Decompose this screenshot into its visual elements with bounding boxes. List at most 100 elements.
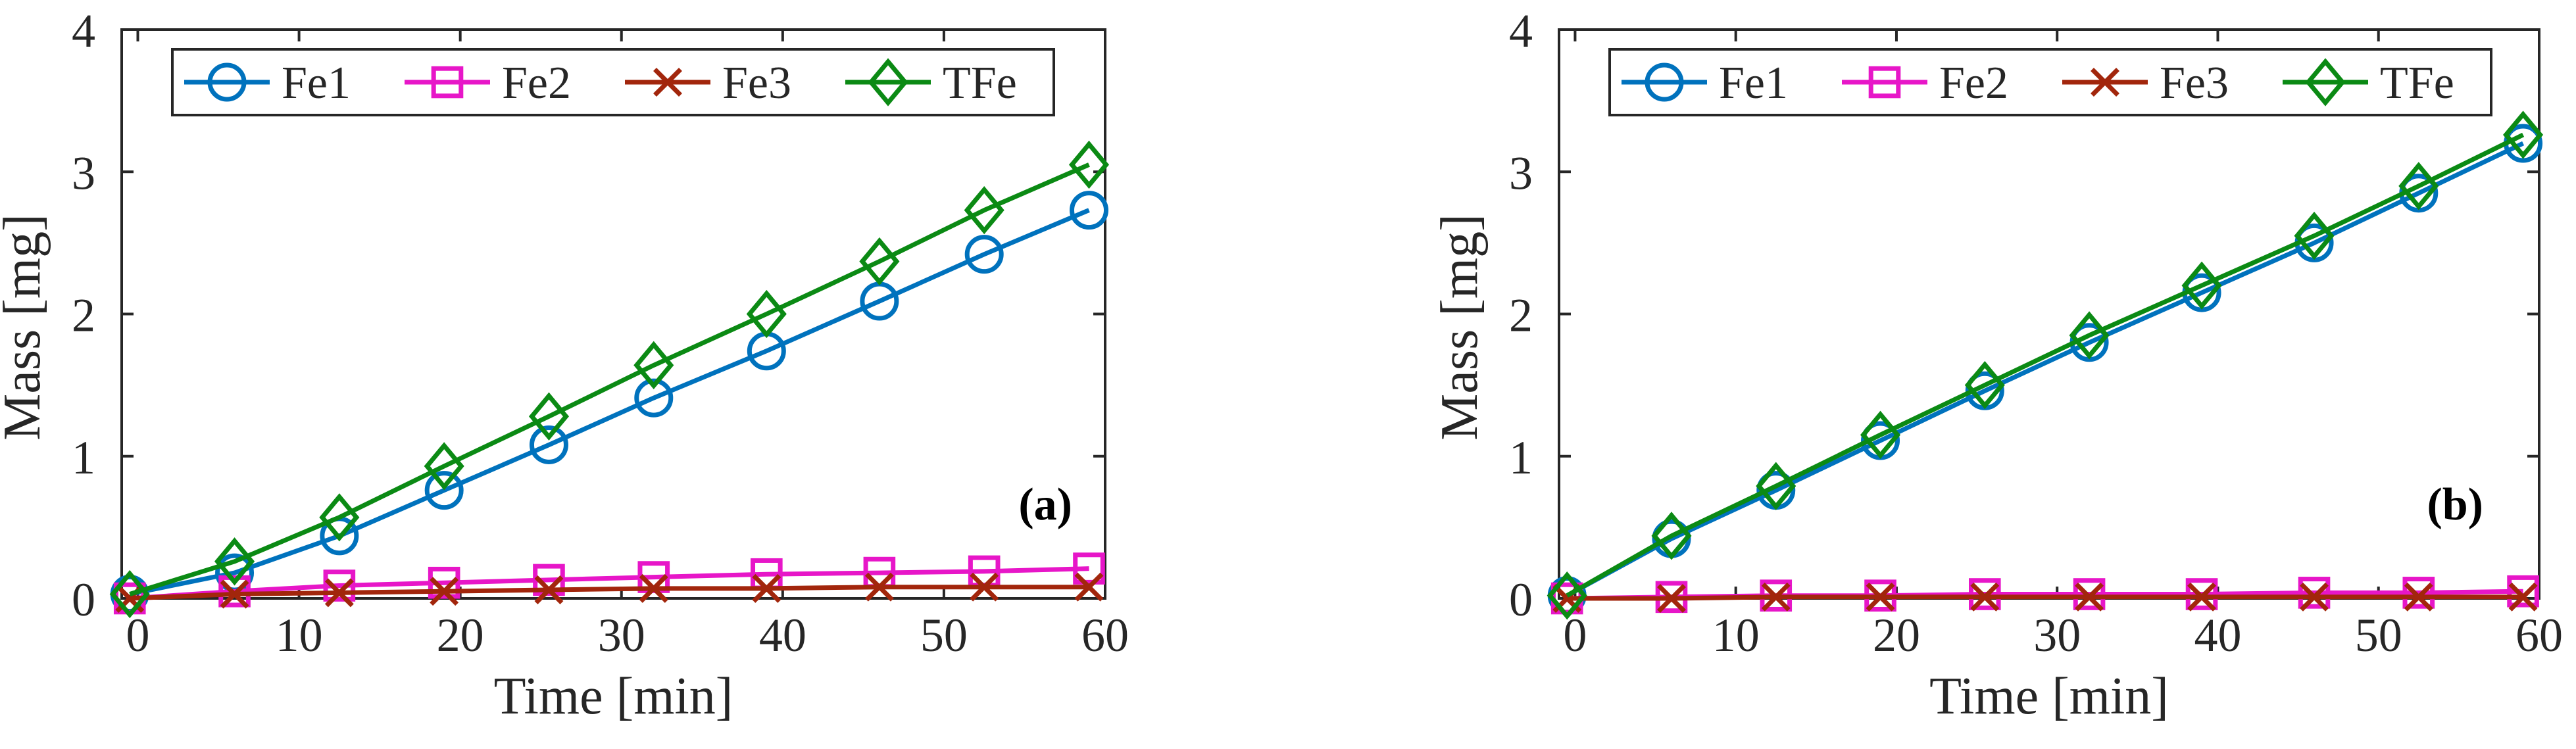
series-fe1 bbox=[1547, 124, 2543, 616]
data-point-fe3 bbox=[639, 573, 668, 603]
x-axis-label: Time [min] bbox=[494, 667, 733, 725]
series-line-fe2 bbox=[130, 566, 1089, 601]
series-fe3 bbox=[1552, 582, 2538, 613]
legend-marker bbox=[653, 68, 682, 97]
plot-frame bbox=[1558, 28, 2540, 600]
data-point-tfe bbox=[1860, 410, 1901, 459]
y-tick-label: 3 bbox=[72, 147, 95, 199]
x-tick-label: 20 bbox=[1873, 609, 1920, 662]
data-point-tfe bbox=[1068, 140, 1110, 189]
data-point-tfe bbox=[746, 289, 787, 339]
y-tick-label: 1 bbox=[1509, 431, 1533, 484]
data-point-fe3 bbox=[2404, 582, 2433, 612]
data-point-tfe bbox=[859, 237, 900, 286]
data-point-fe2 bbox=[2402, 577, 2435, 609]
series-line-tfe bbox=[129, 162, 1090, 596]
series-line-fe1 bbox=[1566, 141, 2525, 598]
legend-label: Fe3 bbox=[722, 58, 791, 109]
data-point-tfe bbox=[1547, 571, 1587, 620]
data-point-fe2 bbox=[1968, 578, 2001, 610]
legend-marker bbox=[1868, 66, 1901, 99]
data-point-fe3 bbox=[2508, 582, 2538, 612]
y-tick-label: 4 bbox=[1509, 5, 1533, 57]
data-point-fe2 bbox=[533, 564, 565, 596]
data-point-tfe bbox=[528, 392, 570, 441]
data-point-fe1 bbox=[424, 471, 464, 510]
data-point-fe3 bbox=[2187, 582, 2217, 612]
data-point-tfe bbox=[2181, 261, 2222, 310]
x-tick-label: 40 bbox=[759, 609, 806, 662]
series-fe3 bbox=[115, 572, 1104, 613]
legend-label: Fe2 bbox=[1939, 58, 2008, 109]
data-point-fe3 bbox=[534, 575, 564, 604]
data-point-fe3 bbox=[1074, 572, 1104, 602]
data-point-tfe bbox=[319, 493, 360, 542]
series-line-tfe bbox=[1566, 132, 2525, 598]
x-tick-label: 30 bbox=[598, 609, 645, 662]
data-point-fe3 bbox=[2075, 582, 2104, 612]
data-point-fe3 bbox=[220, 579, 249, 609]
series-tfe bbox=[1547, 110, 2544, 620]
data-point-fe3 bbox=[970, 572, 999, 602]
data-point-tfe bbox=[1756, 462, 1796, 510]
data-point-tfe bbox=[2069, 311, 2110, 360]
data-point-tfe bbox=[2294, 211, 2335, 260]
legend: Fe1 Fe2 Fe3 TFe bbox=[171, 48, 1055, 116]
data-point-fe2 bbox=[218, 575, 251, 608]
x-tick-label: 50 bbox=[920, 609, 968, 662]
legend-item-tfe: TFe bbox=[845, 58, 1017, 109]
x-tick-label: 60 bbox=[2515, 609, 2563, 662]
x-tick-label: 30 bbox=[2033, 609, 2081, 662]
y-tick-label: 2 bbox=[72, 289, 95, 342]
data-point-fe3 bbox=[430, 577, 459, 606]
data-point-fe3 bbox=[864, 572, 894, 602]
y-tick-label: 0 bbox=[72, 573, 95, 626]
panel-label: (a) bbox=[1018, 479, 1072, 530]
x-tick-label: 50 bbox=[2355, 609, 2402, 662]
legend-item-tfe: TFe bbox=[2283, 58, 2454, 109]
legend-marker bbox=[2305, 58, 2346, 107]
data-point-tfe bbox=[964, 185, 1004, 235]
x-tick-label: 40 bbox=[2194, 609, 2241, 662]
data-point-fe1 bbox=[634, 378, 674, 418]
data-point-fe3 bbox=[1866, 582, 1895, 612]
data-point-fe2 bbox=[428, 566, 460, 599]
data-point-tfe bbox=[424, 442, 464, 491]
data-point-fe2 bbox=[2185, 578, 2218, 610]
legend-item-fe1: Fe1 bbox=[184, 58, 351, 109]
series-line-fe3 bbox=[1567, 594, 2523, 601]
legend-item-fe1: Fe1 bbox=[1622, 58, 1788, 109]
legend: Fe1 Fe2 Fe3 TFe bbox=[1608, 48, 2492, 116]
x-tick-label: 60 bbox=[1081, 609, 1129, 662]
data-point-tfe bbox=[214, 537, 255, 586]
data-point-tfe bbox=[2503, 110, 2544, 159]
data-point-tfe bbox=[633, 341, 674, 390]
y-tick-label: 4 bbox=[72, 5, 95, 57]
data-point-tfe bbox=[109, 569, 150, 619]
x-axis-label: Time [min] bbox=[1929, 667, 2169, 725]
data-point-fe3 bbox=[324, 578, 354, 608]
series-line-fe1 bbox=[129, 208, 1090, 596]
data-point-fe2 bbox=[323, 569, 356, 602]
legend-label: Fe3 bbox=[2160, 58, 2229, 109]
data-point-fe3 bbox=[1970, 582, 2000, 612]
data-point-fe2 bbox=[1073, 552, 1105, 585]
y-tick-label: 3 bbox=[1509, 147, 1533, 199]
legend-marker bbox=[207, 62, 247, 102]
data-point-fe3 bbox=[752, 573, 781, 603]
legend-marker bbox=[2091, 68, 2119, 97]
data-point-fe3 bbox=[2300, 582, 2329, 612]
legend-marker bbox=[431, 66, 464, 99]
data-point-tfe bbox=[1964, 360, 2005, 410]
legend-label: Fe1 bbox=[282, 58, 351, 109]
series-tfe bbox=[109, 140, 1110, 619]
legend-label: TFe bbox=[943, 58, 1017, 109]
x-tick-label: 10 bbox=[1712, 609, 1760, 662]
x-tick-label: 10 bbox=[276, 609, 323, 662]
legend-label: Fe2 bbox=[502, 58, 571, 109]
data-point-tfe bbox=[1651, 512, 1692, 560]
data-point-fe1 bbox=[1069, 191, 1108, 230]
y-tick-label: 2 bbox=[1509, 289, 1533, 342]
legend-label: Fe1 bbox=[1719, 58, 1788, 109]
